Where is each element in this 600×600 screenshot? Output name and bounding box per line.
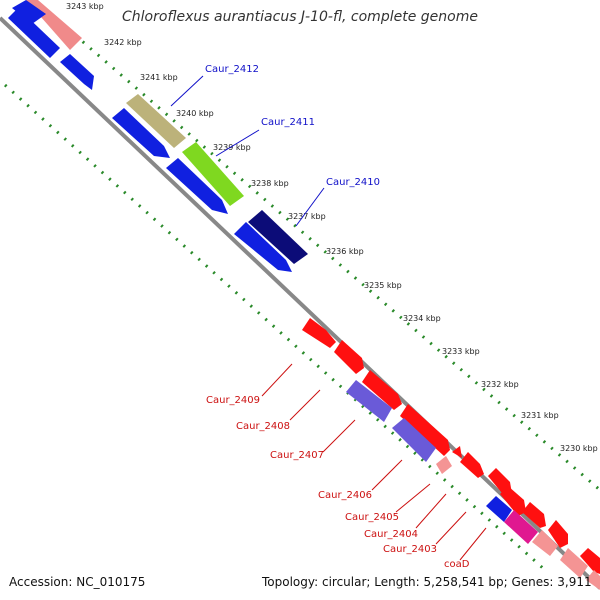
label-caur-2405: Caur_2405	[345, 512, 399, 523]
gene-coaD	[500, 486, 526, 516]
gene-purple-2	[392, 418, 436, 462]
tick-label: 3242 kbp	[104, 38, 142, 47]
tick-label: 3233 kbp	[442, 347, 480, 356]
gene-caur2407	[362, 370, 402, 410]
label-caur-2411: Caur_2411	[261, 117, 315, 128]
gene-magenta	[504, 510, 538, 544]
gene-pink-1	[532, 530, 558, 556]
label-coad: coaD	[444, 559, 470, 570]
tick-label: 3243 kbp	[66, 2, 104, 11]
label-caur-2406: Caur_2406	[318, 490, 372, 501]
gene-caur2405	[452, 446, 462, 458]
gene-inner-blue-1	[8, 8, 60, 58]
gene-inner-blue-2	[60, 54, 94, 90]
gene-pink-3	[586, 570, 600, 590]
tick-label: 3231 kbp	[521, 411, 559, 420]
tick-labels: 3243 kbp 3242 kbp 3241 kbp 3240 kbp 3239…	[66, 2, 598, 453]
reverse-genes	[302, 318, 600, 574]
label-caur-2409: Caur_2409	[206, 395, 260, 406]
gene-red-a	[522, 502, 546, 528]
tick-label: 3239 kbp	[213, 143, 251, 152]
gene-pink-small	[436, 456, 452, 474]
gene-red-c	[580, 548, 600, 574]
ruler-dotted-lines	[3, 20, 600, 572]
tick-label: 3237 kbp	[288, 212, 326, 221]
tick-label: 3240 kbp	[176, 109, 214, 118]
gene-blue-small	[486, 496, 512, 522]
gene-pink-2	[560, 548, 588, 578]
map-title: Chloroflexus aurantiacus J-10-fl, comple…	[122, 9, 478, 25]
gene-outer-blue	[12, 0, 46, 24]
label-caur-2404: Caur_2404	[364, 529, 418, 540]
tick-label: 3236 kbp	[326, 247, 364, 256]
genome-backbone	[0, 16, 600, 590]
gene-inner-blue-3	[112, 108, 170, 158]
gene-inner-blue-4	[166, 158, 228, 214]
gene-red-b	[548, 520, 568, 548]
gene-caur2408	[334, 340, 364, 374]
gene-caur2409	[302, 318, 336, 348]
tick-label: 3235 kbp	[364, 281, 402, 290]
gene-purple-1	[346, 380, 392, 422]
forward-genes-outer	[12, 0, 308, 264]
gene-caur2412	[126, 94, 186, 148]
gene-caur2406	[400, 404, 450, 456]
inner-dotted-line	[3, 83, 547, 572]
gene-caur2410	[248, 210, 308, 264]
reverse-genes-inner	[346, 380, 600, 590]
genome-summary-text: Topology: circular; Length: 5,258,541 bp…	[262, 575, 592, 589]
gene-caur2404	[460, 452, 484, 478]
tick-label: 3241 kbp	[140, 73, 178, 82]
tick-label: 3232 kbp	[481, 380, 519, 389]
reverse-gene-labels: Caur_2409 Caur_2408 Caur_2407 Caur_2406 …	[206, 363, 487, 570]
tick-label: 3230 kbp	[560, 444, 598, 453]
accession-text: Accession: NC_010175	[9, 575, 146, 589]
label-caur-2403: Caur_2403	[383, 544, 437, 555]
label-caur-2408: Caur_2408	[236, 421, 290, 432]
label-caur-2407: Caur_2407	[270, 450, 324, 461]
label-caur-2412: Caur_2412	[205, 64, 259, 75]
gene-caur2411	[182, 142, 244, 206]
tick-label: 3238 kbp	[251, 179, 289, 188]
tick-label: 3234 kbp	[403, 314, 441, 323]
label-caur-2410: Caur_2410	[326, 177, 380, 188]
outer-dotted-line	[59, 20, 600, 492]
forward-gene-labels: Caur_2412 Caur_2411 Caur_2410	[170, 64, 380, 227]
gene-inner-blue-5	[234, 222, 292, 272]
forward-genes-inner	[8, 8, 292, 272]
